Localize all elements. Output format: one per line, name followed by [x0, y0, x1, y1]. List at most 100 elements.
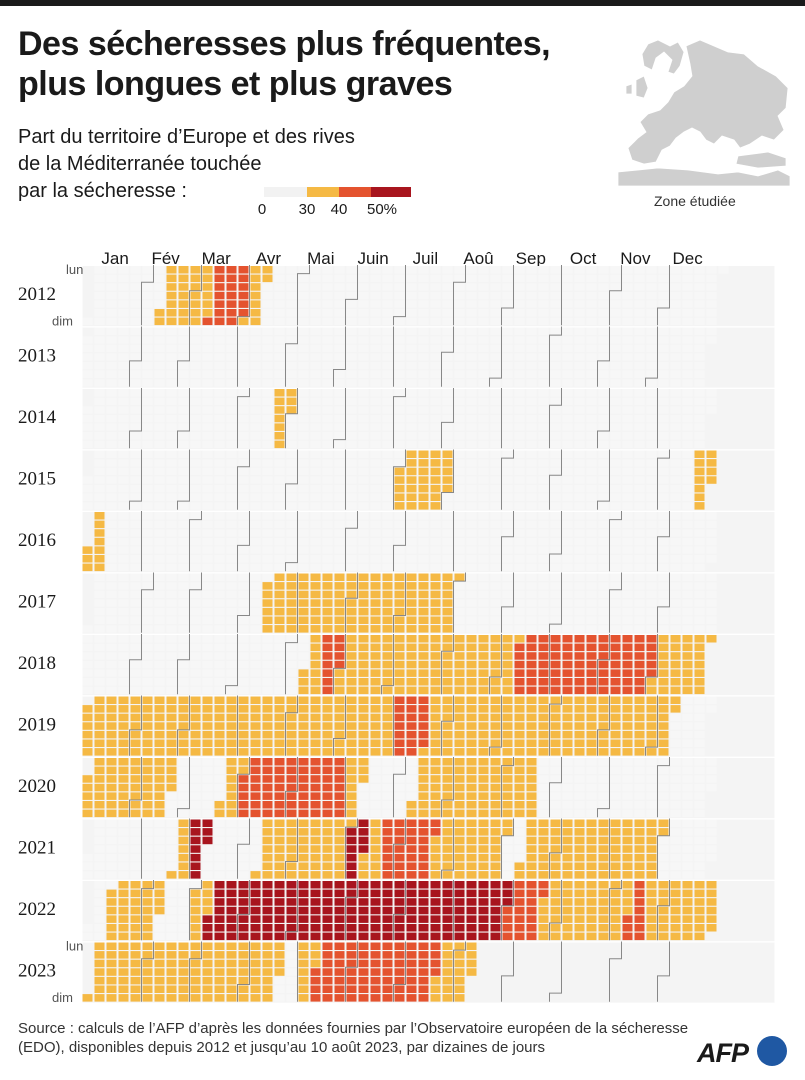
- day-cell: [454, 327, 465, 335]
- day-cell: [346, 406, 357, 414]
- day-cell: [130, 994, 141, 1002]
- day-cell: [298, 669, 309, 677]
- day-cell: [382, 423, 393, 431]
- day-cell: [346, 389, 357, 397]
- day-cell: [538, 370, 549, 378]
- day-cell: [514, 678, 525, 686]
- day-cell: [646, 440, 657, 449]
- day-cell: [478, 819, 489, 827]
- day-cell: [490, 775, 501, 783]
- day-cell: [382, 599, 393, 607]
- day-cell: [358, 739, 369, 747]
- day-cell: [130, 370, 141, 378]
- day-cell: [250, 397, 261, 406]
- day-cell: [310, 529, 321, 537]
- day-cell: [586, 336, 597, 344]
- day-cell: [586, 389, 597, 397]
- day-cell: [130, 563, 141, 572]
- day-cell: [634, 696, 645, 704]
- day-cell: [598, 766, 609, 775]
- day-cell: [646, 283, 657, 291]
- day-cell: [694, 898, 705, 906]
- day-cell: [262, 889, 273, 898]
- day-cell: [298, 951, 309, 959]
- day-cell: [310, 775, 321, 783]
- day-cell: [706, 906, 717, 915]
- day-cell: [118, 353, 129, 361]
- day-cell: [430, 336, 441, 344]
- day-cell: [310, 625, 321, 633]
- day-cell: [310, 635, 321, 643]
- day-cell: [502, 932, 513, 941]
- day-cell: [490, 573, 501, 581]
- day-cell: [586, 915, 597, 923]
- day-cell: [214, 389, 225, 397]
- day-cell: [574, 748, 585, 756]
- day-cell: [202, 512, 213, 520]
- day-cell: [106, 336, 117, 344]
- day-cell: [430, 942, 441, 950]
- day-cell: [334, 696, 345, 704]
- day-cell: [310, 406, 321, 414]
- day-cell: [370, 906, 381, 915]
- day-cell: [190, 274, 201, 283]
- day-cell: [562, 853, 573, 862]
- day-cell: [670, 599, 681, 607]
- day-cell: [610, 758, 621, 766]
- day-cell: [286, 502, 297, 510]
- day-cell: [310, 713, 321, 722]
- day-cell: [298, 625, 309, 633]
- day-cell: [310, 327, 321, 335]
- day-cell: [442, 344, 453, 353]
- day-cell: [154, 344, 165, 353]
- day-cell: [478, 730, 489, 739]
- day-cell: [430, 968, 441, 976]
- day-cell: [142, 467, 153, 476]
- day-cell: [274, 361, 285, 370]
- day-cell: [622, 476, 633, 484]
- day-cell: [526, 924, 537, 932]
- day-cell: [226, 906, 237, 915]
- day-cell: [82, 493, 93, 501]
- day-cell: [82, 643, 93, 652]
- day-cell: [526, 274, 537, 283]
- day-cell: [394, 828, 405, 836]
- day-cell: [274, 775, 285, 783]
- day-cell: [106, 406, 117, 414]
- day-cell: [286, 932, 297, 941]
- day-cell: [526, 361, 537, 370]
- day-cell: [562, 915, 573, 923]
- day-cell: [310, 582, 321, 590]
- day-cell: [130, 951, 141, 959]
- day-cell: [562, 730, 573, 739]
- day-cell: [514, 713, 525, 722]
- day-cell: [154, 828, 165, 836]
- day-cell: [106, 968, 117, 976]
- day-cell: [238, 678, 249, 686]
- day-cell: [94, 862, 105, 870]
- day-cell: [670, 529, 681, 537]
- day-cell: [526, 669, 537, 677]
- day-cell: [550, 361, 561, 370]
- day-cell: [670, 389, 681, 397]
- day-cell: [274, 959, 285, 968]
- day-cell: [538, 924, 549, 932]
- day-cell: [334, 845, 345, 853]
- day-cell: [550, 563, 561, 572]
- day-cell: [190, 686, 201, 695]
- day-cell: [274, 705, 285, 713]
- day-cell: [454, 432, 465, 440]
- day-cell: [358, 389, 369, 397]
- day-cell: [550, 493, 561, 501]
- day-cell: [598, 616, 609, 624]
- day-cell: [334, 915, 345, 923]
- day-cell: [178, 775, 189, 783]
- day-cell: [442, 361, 453, 370]
- day-cell: [658, 871, 669, 879]
- day-cell: [430, 344, 441, 353]
- day-cell: [322, 828, 333, 836]
- day-cell: [442, 370, 453, 378]
- day-cell: [346, 599, 357, 607]
- day-cell: [274, 607, 285, 616]
- day-cell: [166, 713, 177, 722]
